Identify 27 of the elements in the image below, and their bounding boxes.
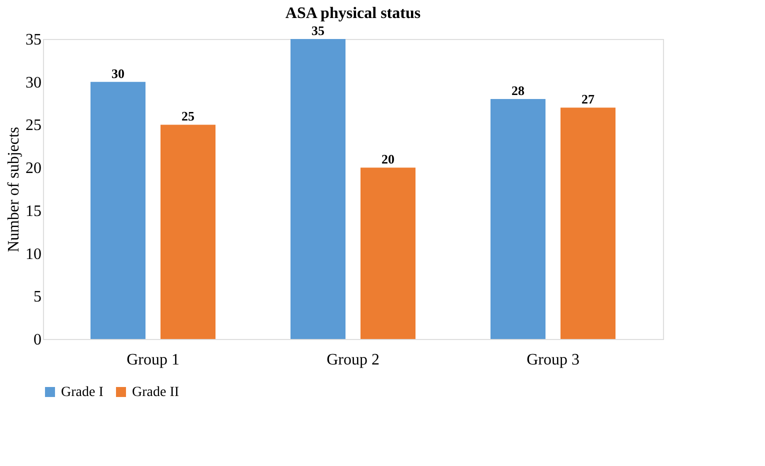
y-tick-label: 25 <box>26 117 42 134</box>
data-label: 35 <box>312 23 325 38</box>
y-tick-label: 15 <box>26 202 42 220</box>
bar <box>290 39 346 339</box>
bar <box>490 99 546 339</box>
legend-label: Grade I <box>61 385 104 400</box>
data-label: 28 <box>512 83 525 98</box>
y-tick-label: 5 <box>34 288 42 306</box>
x-tick-label: Group 3 <box>526 352 580 368</box>
y-axis-title: Number of subjects <box>6 126 22 252</box>
x-tick-label: Group 1 <box>126 352 180 368</box>
data-label: 20 <box>382 152 394 167</box>
x-tick-label: Group 2 <box>326 352 380 368</box>
bar <box>560 108 616 339</box>
y-tick-label: 30 <box>26 74 42 92</box>
chart-title: ASA physical status <box>285 5 421 22</box>
legend-label: Grade II <box>132 385 180 400</box>
data-label: 25 <box>182 108 195 124</box>
bar <box>360 168 416 339</box>
y-tick-label: 10 <box>26 246 42 263</box>
y-tick-label: 35 <box>26 32 42 48</box>
data-label: 27 <box>582 92 595 107</box>
y-tick-label: 20 <box>26 160 42 178</box>
bar <box>160 124 216 339</box>
data-label: 30 <box>112 66 124 81</box>
bar <box>90 82 146 339</box>
y-tick-label: 0 <box>34 332 42 348</box>
